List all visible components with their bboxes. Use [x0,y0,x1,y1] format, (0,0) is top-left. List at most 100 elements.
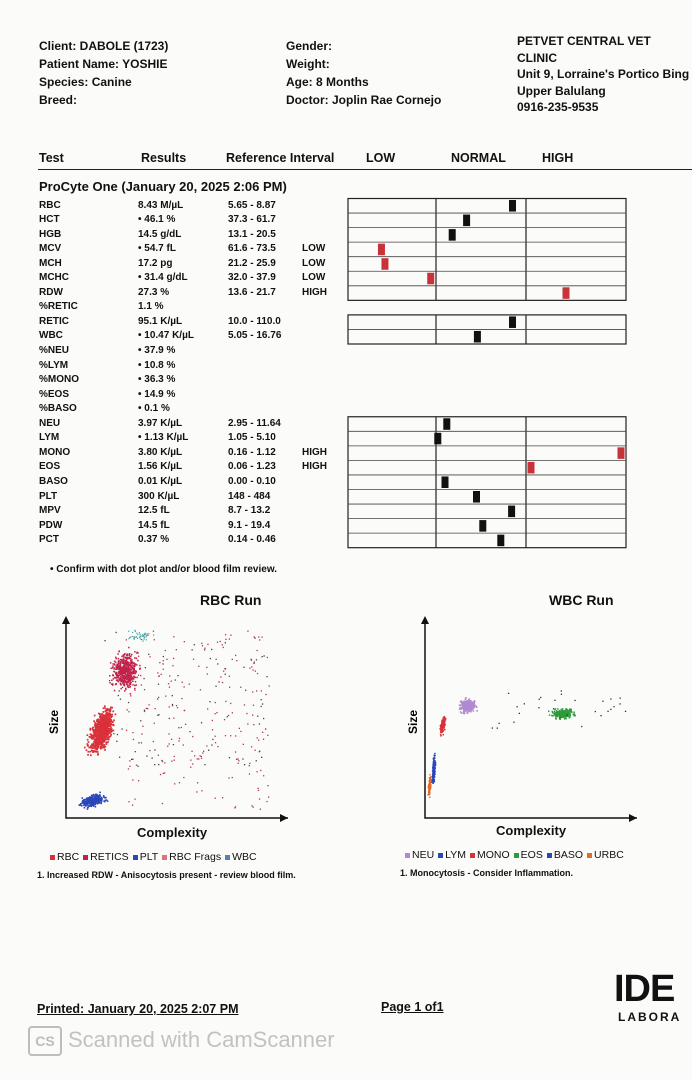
plot-dot [107,718,110,720]
reference-range: 10.0 - 110.0 [228,315,281,327]
plot-dot [469,700,471,702]
plot-dot [115,683,117,685]
plot-dot [513,721,515,723]
plot-dot [106,721,109,723]
plot-dot [149,750,151,752]
plot-dot [107,716,110,719]
plot-dot [560,708,562,711]
plot-dot [142,634,144,636]
plot-dot [131,671,133,673]
plot-dot [128,682,131,685]
test-name: RETIC [39,315,69,327]
result-row: RBC 8.43 M/µL 5.65 - 8.87 [0,199,692,214]
plot-dot [434,768,436,770]
plot-dot [439,728,442,730]
plot-dot [465,710,467,712]
plot-dot [121,677,124,679]
plot-dot [560,716,563,719]
plot-dot [507,692,510,694]
plot-dot [211,648,213,651]
plot-dot [138,655,140,657]
plot-dot [178,737,181,740]
plot-dot [154,708,156,710]
camscanner-watermark: Scanned with CamScanner [68,1027,335,1052]
plot-dot [461,702,464,704]
plot-dot [103,744,106,746]
plot-dot [139,668,141,670]
plot-dot [143,677,145,680]
plot-dot [120,672,123,674]
plot-dot [104,799,107,802]
reference-range: 0.06 - 1.23 [228,461,276,473]
plot-dot [193,644,195,646]
plot-dot [87,754,89,756]
plot-dot [124,657,127,659]
plot-dot [465,701,467,704]
result-row: %BASO • 0.1 % [0,402,692,417]
result-row: %EOS • 14.9 % [0,388,692,403]
plot-dot [121,666,124,669]
wbc-plot-title: WBC Run [549,592,614,608]
plot-dot [463,705,466,708]
plot-dot [153,634,155,636]
plot-dot [172,744,175,746]
plot-dot [442,725,444,727]
plot-dot [168,733,170,735]
plot-dot [567,711,569,713]
plot-dot [139,667,141,669]
reference-range: 13.1 - 20.5 [228,228,276,240]
plot-dot [112,724,114,726]
plot-dot [105,735,107,738]
plot-dot [559,716,561,719]
plot-dot [99,737,102,739]
legend-swatch [546,852,552,858]
plot-dot [132,738,135,741]
result-row: LYM • 1.13 K/µL 1.05 - 5.10 [0,431,692,446]
plot-dot [226,716,228,718]
plot-dot [130,636,132,638]
plot-dot [429,786,432,789]
plot-dot [105,796,107,799]
plot-dot [428,794,431,796]
plot-dot [128,678,130,681]
plot-dot [107,713,110,716]
plot-dot [189,731,191,733]
plot-dot [268,796,270,798]
plot-dot [428,788,430,790]
plot-dot [118,662,120,665]
plot-dot [171,705,174,707]
plot-dot [168,743,170,745]
plot-dot [96,719,99,721]
plot-dot [87,798,90,801]
plot-dot [89,802,91,805]
plot-dot [129,693,132,695]
plot-dot [134,687,136,690]
plot-dot [568,715,570,717]
plot-dot [555,715,557,718]
plot-dot [181,697,183,700]
plot-dot [469,705,472,707]
plot-dot [109,725,111,727]
plot-dot [464,698,467,700]
plot-dot [194,755,196,757]
plot-dot [148,653,150,655]
logo-sub: LABORA [618,1010,682,1024]
plot-dot [600,715,602,717]
plot-dot [248,765,250,767]
plot-dot [91,734,93,737]
clinic-address: PETVET CENTRAL VET CLINIC Unit 9, Lorrai… [517,33,689,116]
plot-dot [559,711,561,714]
axis-arrows [62,616,288,822]
plot-dot [433,775,435,778]
plot-dot [104,745,107,748]
result-row: %MONO • 36.3 % [0,373,692,388]
plot-dot [125,664,127,666]
reference-range: 2.95 - 11.64 [228,417,281,429]
plot-dot [560,714,563,717]
plot-dot [110,720,113,723]
plot-dot [104,730,107,732]
plot-dot [100,741,103,743]
plot-dot [86,734,89,736]
plot-dot [473,701,476,704]
plot-dot [102,733,104,735]
